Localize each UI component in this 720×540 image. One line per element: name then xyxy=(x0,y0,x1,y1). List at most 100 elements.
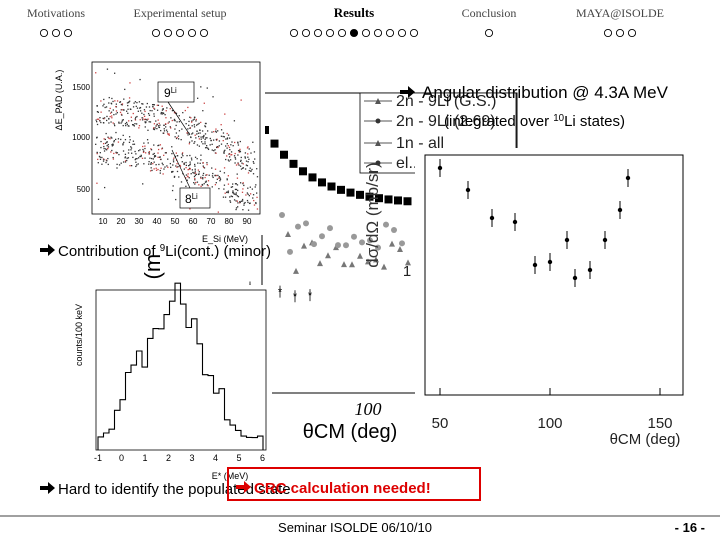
pid-dot xyxy=(103,158,105,161)
pid-dot xyxy=(108,122,110,124)
pid-dot xyxy=(235,200,237,202)
nav-section: MAYA@ISOLDE xyxy=(576,6,664,20)
pid-dot xyxy=(250,170,252,172)
pid-dot xyxy=(124,88,126,91)
pid-dot xyxy=(197,123,199,126)
pid-dot xyxy=(106,141,108,143)
pid-dot xyxy=(227,191,229,194)
pid-dot xyxy=(111,97,113,100)
pid-dot xyxy=(176,121,178,123)
pid-dot xyxy=(175,137,178,140)
pid-dot xyxy=(138,124,141,127)
pid-dot xyxy=(237,141,239,143)
pid-dot xyxy=(102,105,104,107)
pid-dot xyxy=(122,119,124,121)
pid-dot xyxy=(125,110,128,112)
data-point xyxy=(465,187,471,193)
pid-dot xyxy=(209,144,211,146)
pid-dot xyxy=(222,135,224,138)
pid-dot xyxy=(196,130,198,132)
pid-dot xyxy=(188,168,190,170)
pid-dot xyxy=(206,137,208,139)
pid-dot xyxy=(172,109,174,112)
pid-dot xyxy=(144,147,146,150)
pid-dot xyxy=(173,119,175,121)
pid-dot xyxy=(231,195,234,198)
pid-dot xyxy=(164,166,166,168)
x-tick-label: 1 xyxy=(142,453,147,463)
pid-dot xyxy=(104,148,107,150)
pid-dot xyxy=(152,153,154,156)
pid-dot xyxy=(226,138,229,140)
pid-dot xyxy=(156,127,158,130)
pid-dot xyxy=(172,159,175,161)
pid-dot xyxy=(143,163,145,165)
pid-dot xyxy=(175,165,177,167)
pid-dot xyxy=(223,151,225,153)
pid-dot xyxy=(202,174,204,177)
star-marker: * xyxy=(278,287,283,299)
x-tick-label: 30 xyxy=(135,217,144,226)
pid-dot xyxy=(152,106,154,108)
pid-dot xyxy=(111,144,113,146)
pid-dot xyxy=(227,159,230,161)
pid-dot xyxy=(122,150,125,152)
pid-dot xyxy=(185,164,188,167)
pid-dot xyxy=(195,181,197,184)
pid-dot xyxy=(115,105,117,108)
pid-dot xyxy=(228,137,231,139)
pid-dot xyxy=(142,145,144,148)
pid-dot xyxy=(153,152,155,155)
data-point xyxy=(602,237,608,243)
pid-dot xyxy=(156,123,158,125)
pid-dot xyxy=(153,113,155,115)
pid-dot xyxy=(134,119,137,121)
pid-dot xyxy=(191,120,193,122)
pid-dot xyxy=(214,168,217,170)
pid-dot xyxy=(153,127,155,129)
pid-dot xyxy=(160,113,162,115)
legend-marker xyxy=(375,118,381,124)
pid-dot xyxy=(191,125,193,127)
pid-dot xyxy=(175,198,177,201)
pid-tag: 9Li xyxy=(164,86,177,100)
pid-dot xyxy=(202,176,204,179)
pid-dot xyxy=(129,82,131,84)
curve-triangle xyxy=(381,263,387,270)
pid-dot xyxy=(147,118,149,120)
bullet-text-part: Li(cont.) (minor) xyxy=(165,243,271,260)
pid-dot xyxy=(185,177,187,179)
pid-dot xyxy=(238,151,240,153)
x-axis-label: E* (MeV) xyxy=(212,471,249,481)
pid-dot xyxy=(106,145,108,147)
pid-dot xyxy=(196,133,198,135)
pid-dot xyxy=(175,124,177,127)
pid-dot xyxy=(211,175,214,177)
pid-dot xyxy=(203,135,205,138)
pid-dot xyxy=(153,115,155,117)
pid-dot xyxy=(100,100,102,102)
pid-dot xyxy=(211,143,213,146)
pid-dot xyxy=(133,143,136,145)
pid-dot xyxy=(137,163,139,165)
pid-dot xyxy=(140,155,142,158)
pid-dot xyxy=(96,182,98,184)
pid-dot xyxy=(189,164,191,166)
pid-dot xyxy=(148,106,151,108)
pid-dot xyxy=(237,149,240,152)
pid-dot xyxy=(176,166,178,168)
pid-dot xyxy=(123,98,125,100)
curve-triangle xyxy=(285,231,291,238)
nav-section: Experimental setup xyxy=(134,6,227,20)
pid-dot xyxy=(191,159,193,161)
pid-dot xyxy=(223,184,226,186)
pid-dot xyxy=(199,162,201,164)
pid-dot xyxy=(124,160,127,162)
pid-dot xyxy=(231,186,234,188)
pid-dot xyxy=(236,200,238,202)
pid-dot xyxy=(113,123,115,125)
pid-dot xyxy=(98,155,101,158)
tag-box xyxy=(157,81,195,103)
nav-section: Conclusion xyxy=(462,6,517,20)
pid-dot xyxy=(228,160,230,162)
